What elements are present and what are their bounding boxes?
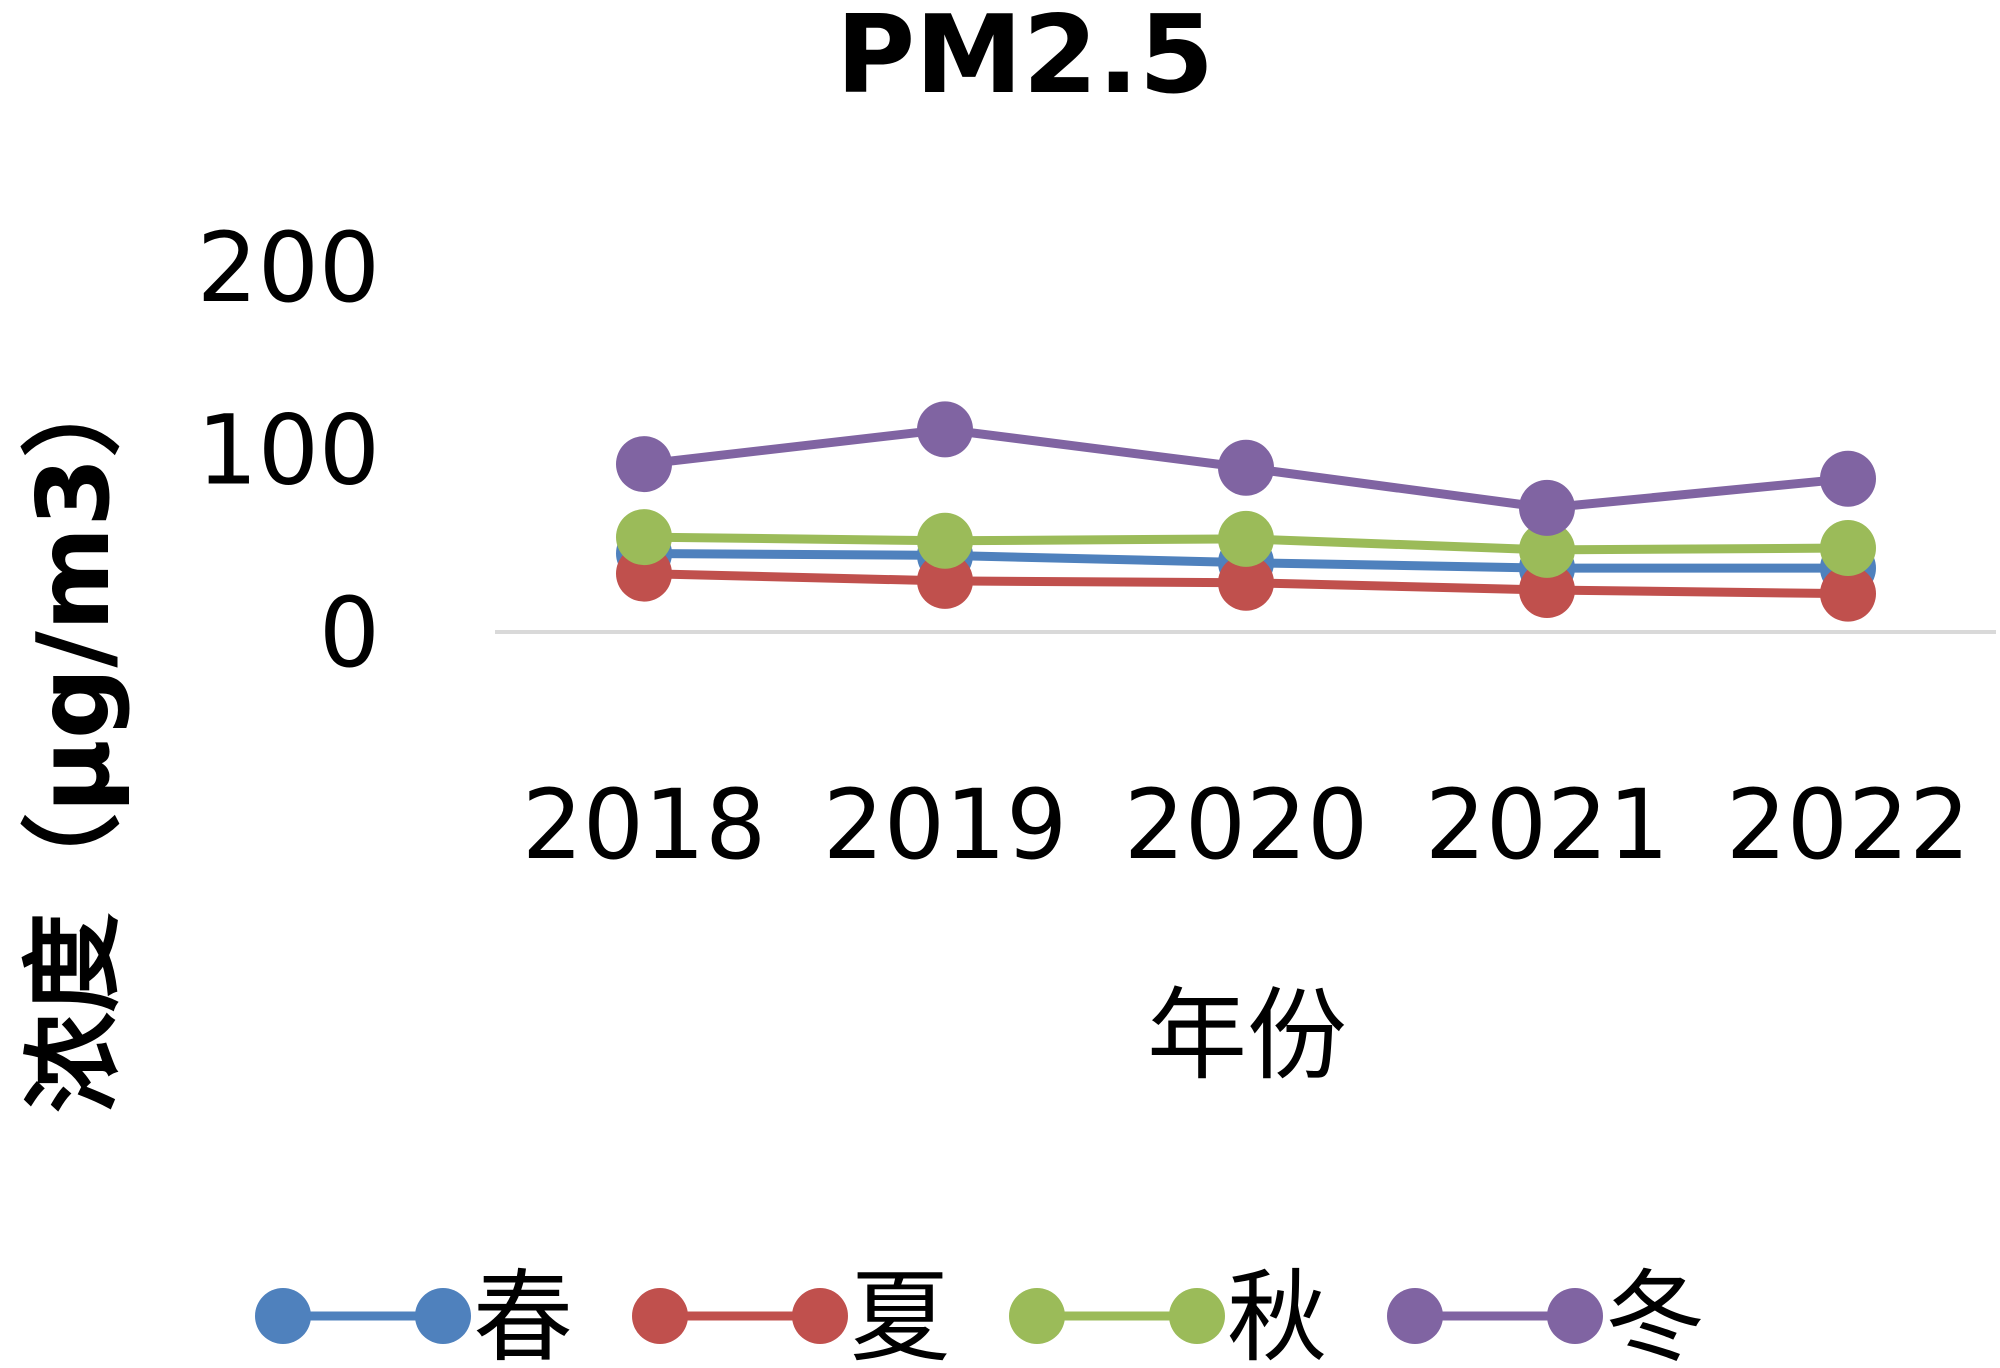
x-tick-label: 2022 <box>1726 769 1970 881</box>
legend-marker <box>255 1288 311 1344</box>
chart-title: PM2.5 <box>836 0 1214 118</box>
y-axis-label-group: 浓度（μg/m3） <box>15 357 132 1112</box>
series-layer <box>616 401 1876 622</box>
legend-label: 秋 <box>1227 1259 1327 1368</box>
data-point <box>1820 565 1876 622</box>
legend-item: 夏 <box>632 1259 950 1368</box>
x-axis-label: 年份 <box>1147 977 1347 1094</box>
legend-label: 冬 <box>1605 1259 1705 1368</box>
data-point <box>1218 510 1274 567</box>
data-point <box>917 512 973 569</box>
data-point <box>1519 521 1575 578</box>
series-3 <box>616 401 1876 536</box>
y-tick-label: 0 <box>319 577 380 689</box>
data-point <box>1519 562 1575 619</box>
data-point <box>1820 450 1876 507</box>
legend-label: 春 <box>473 1259 573 1368</box>
x-tick-label: 2019 <box>823 769 1067 881</box>
data-point <box>1218 554 1274 611</box>
data-point <box>616 509 672 566</box>
series-1 <box>616 545 1876 622</box>
legend-item: 冬 <box>1387 1259 1705 1368</box>
y-axis-label: 浓度（μg/m3） <box>15 357 132 1112</box>
legend-marker <box>1169 1288 1225 1344</box>
x-tick-label: 2018 <box>522 769 766 881</box>
legend-marker <box>1547 1288 1603 1344</box>
x-tick-label: 2021 <box>1425 769 1669 881</box>
series-2 <box>616 509 1876 578</box>
legend-marker <box>792 1288 848 1344</box>
data-point <box>1218 439 1274 496</box>
y-tick-label: 200 <box>197 212 380 324</box>
data-point <box>917 401 973 458</box>
legend-marker <box>1009 1288 1065 1344</box>
legend-marker <box>632 1288 688 1344</box>
legend-item: 春 <box>255 1259 573 1368</box>
legend-marker <box>415 1288 471 1344</box>
y-tick-labels: 0 100 200 <box>197 212 380 689</box>
legend: 春夏秋冬 <box>255 1259 1705 1368</box>
data-point <box>1519 479 1575 536</box>
data-point <box>616 436 672 493</box>
y-tick-label: 100 <box>197 395 380 507</box>
x-tick-labels: 2018 2019 2020 2021 2022 <box>522 769 1970 881</box>
data-point <box>1820 520 1876 577</box>
legend-label: 夏 <box>850 1259 950 1368</box>
legend-marker <box>1387 1288 1443 1344</box>
x-tick-label: 2020 <box>1124 769 1368 881</box>
data-point <box>917 552 973 609</box>
legend-item: 秋 <box>1009 1259 1327 1368</box>
